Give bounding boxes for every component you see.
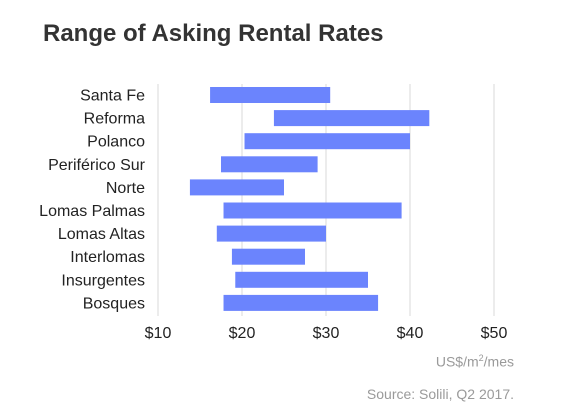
x-tick-label: $30 [313, 325, 340, 342]
range-bar [189, 179, 284, 196]
category-label: Reforma [84, 111, 145, 128]
category-label: Lomas Altas [58, 226, 145, 243]
range-bar [235, 271, 368, 288]
range-bars [189, 87, 430, 311]
x-axis-unit-label: US$/m2/mes [436, 353, 514, 370]
category-label: Lomas Palmas [39, 203, 145, 220]
category-label: Interlomas [70, 249, 145, 266]
x-tick-label: $40 [397, 325, 424, 342]
category-label: Polanco [87, 134, 145, 151]
x-tick-labels: $10 $20 $30 $40 $50 [145, 325, 508, 342]
range-bar [221, 156, 318, 173]
category-label: Periférico Sur [48, 157, 146, 174]
range-bar [210, 87, 331, 103]
x-tick-label: $50 [481, 325, 508, 342]
range-bar [273, 110, 430, 127]
range-bar [231, 248, 305, 265]
chart-title: Range of Asking Rental Rates [43, 20, 384, 47]
range-bar [244, 133, 410, 150]
category-labels: Santa Fe Reforma Polanco Periférico Sur Nort… [39, 88, 146, 313]
category-label: Insurgentes [61, 272, 145, 289]
x-tick-label: $10 [145, 325, 172, 342]
x-axis-unit-suffix: /mes [483, 353, 514, 370]
x-tick-label: $20 [229, 325, 256, 342]
category-label: Bosques [83, 295, 145, 312]
range-bar [223, 294, 379, 311]
x-axis-unit-prefix: US$/m [435, 353, 479, 370]
x-axis-unit-superscript: 2 [478, 353, 484, 363]
source-note: Source: Solili, Q2 2017. [366, 386, 514, 402]
category-label: Santa Fe [80, 88, 145, 105]
range-bar [223, 202, 402, 219]
category-label: Norte [106, 180, 145, 197]
range-bar [216, 225, 326, 242]
